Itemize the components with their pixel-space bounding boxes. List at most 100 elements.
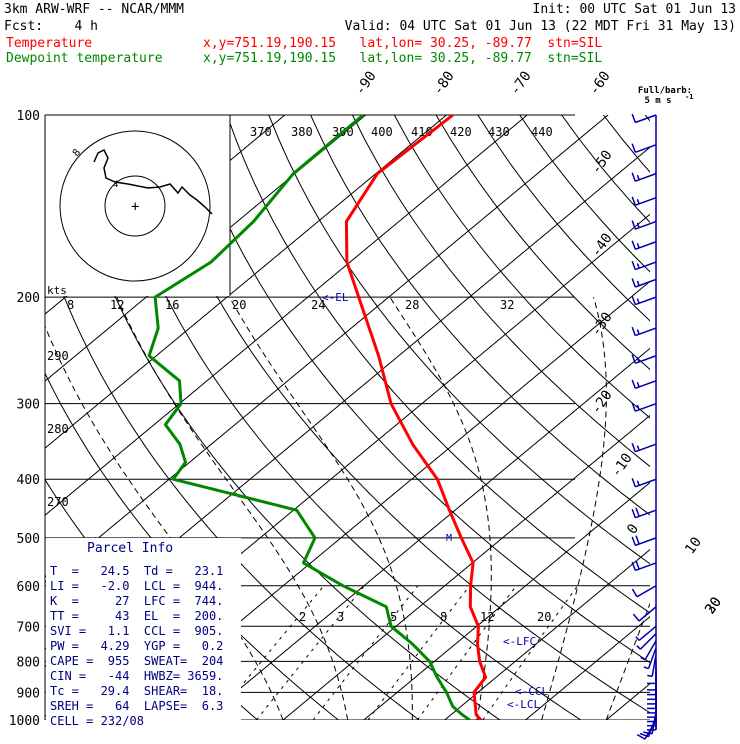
mixing-ratio-label: 20: [537, 610, 551, 624]
temperature-legend-label: Temperature: [6, 36, 92, 51]
dry-adiabat-line: [603, 115, 740, 720]
mixing-ratio-label: 2: [299, 610, 306, 624]
theta-label: 280: [47, 422, 69, 436]
wind-barb-half-feather: [637, 481, 639, 486]
hodograph-unit-label: kts: [47, 284, 67, 297]
wind-barb-half-feather: [637, 382, 639, 387]
wind-key: Full/barb: 5 m s -1: [638, 86, 694, 106]
wind-barb-feather: [632, 537, 635, 546]
isotherm-label: -60: [586, 68, 614, 98]
wind-barb: [632, 197, 656, 205]
init-time: Init: 00 UTC Sat 01 Jun 13: [533, 2, 737, 17]
wind-barb-feather: [636, 561, 639, 570]
wind-barb-feather: [632, 478, 635, 487]
dry-adiabat-line: [645, 115, 740, 720]
parcel-info-title: Parcel Info: [87, 541, 173, 556]
isotherm-label: -20: [588, 387, 616, 417]
wind-barb-shaft: [640, 634, 656, 650]
wind-barb-half-feather: [637, 243, 639, 248]
ccl-annotation: <-CCL: [515, 685, 548, 698]
pressure-label: 900: [17, 686, 40, 701]
isotherm-label: 0: [624, 521, 642, 537]
wind-barb: [632, 478, 656, 487]
wind-barb-half-feather: [637, 330, 639, 335]
wind-barb: [647, 677, 656, 699]
el-annotation: <-EL: [322, 291, 349, 304]
lcl-annotation: <-LCL: [507, 698, 540, 711]
mixing-ratio-label: 3: [337, 610, 344, 624]
wind-barb-feather: [632, 589, 637, 597]
isotherm-label: -50: [588, 147, 616, 177]
theta-label: 270: [47, 495, 69, 509]
wind-barb-feather: [632, 296, 635, 304]
moist-adiabat-line: [606, 297, 740, 720]
parcel-info-row: CELL = 232/08: [50, 714, 144, 728]
parcel-annotations: <-EL M <-LFC <-CCL <-LCL: [322, 291, 548, 711]
wind-barb: [641, 641, 656, 660]
pressure-label: 100: [17, 109, 40, 124]
wind-barb: [632, 173, 656, 182]
temperature-legend-info: x,y=751.19,190.15 lat,lon= 30.25, -89.77…: [203, 36, 602, 51]
mixing-ratio-line: [257, 586, 365, 720]
parcel-info-panel: Parcel Info T = 24.5 Td = 23.1 LI = -2.0…: [46, 538, 241, 728]
isotherm-line: [364, 115, 740, 720]
parcel-info-row: TT = 43 EL = 200.: [50, 609, 223, 623]
wind-barb: [632, 114, 656, 122]
wind-barb-half-feather: [637, 299, 639, 304]
wind-barb-half-feather: [637, 281, 639, 286]
dry-adiabat-line: [478, 115, 740, 720]
wind-barb: [632, 586, 656, 597]
isotherm-label: 10: [682, 534, 705, 557]
isotherm-label: -90: [352, 68, 380, 98]
wind-barb: [632, 355, 656, 364]
wind-barb-half-feather: [637, 446, 639, 451]
isotherm-label: -40: [588, 230, 616, 260]
parcel-info-row: SREH = 64 LAPSE= 6.3: [50, 699, 223, 713]
isotherm-line: [202, 115, 740, 720]
mixing-ratio-line: [313, 586, 418, 720]
hodograph-speed-label: 28: [405, 298, 419, 312]
parcel-info-row: Tc = 29.4 SHEAR= 18.: [50, 684, 223, 698]
wind-barb: [632, 380, 656, 388]
hodograph-center-mark: +: [131, 199, 139, 215]
parcel-info-row: CAPE = 955 SWEAT= 204: [50, 654, 223, 668]
wind-barb: [632, 536, 656, 546]
wind-barb-half-feather: [637, 405, 639, 410]
lfc-annotation: <-LFC: [503, 635, 536, 648]
moist-adiabat-line: [542, 297, 607, 720]
parcel-info-row: CIN = -44 HWBZ= 3659.: [50, 669, 223, 683]
theta-label: 380: [291, 125, 313, 139]
wind-barb: [647, 668, 656, 690]
wind-barb-feather: [632, 509, 635, 517]
isotherm-line: [283, 115, 740, 720]
parcel-info-row: LI = -2.0 LCL = 944.: [50, 579, 223, 593]
wind-barb: [647, 695, 656, 717]
dewpoint-legend-info: x,y=751.19,190.15 lat,lon= 30.25, -89.77…: [203, 51, 602, 66]
hodograph-speed-label: 8: [67, 298, 74, 312]
wind-barb-half-feather: [644, 667, 649, 669]
mixing-ratio-label: 8: [440, 610, 447, 624]
parcel-info-row: T = 24.5 Td = 23.1: [50, 564, 223, 578]
wind-barb-feather: [632, 173, 635, 182]
wind-barb-half-feather: [647, 676, 652, 677]
parcel-info-row: K = 27 LFC = 744.: [50, 594, 223, 608]
theta-label: 290: [47, 349, 69, 363]
wind-barb-feather: [632, 241, 635, 250]
wind-key-value: 5 m s: [644, 96, 671, 106]
wind-barb-feather: [632, 279, 635, 288]
dry-adiabat-line: [311, 115, 740, 720]
wind-barb-half-feather: [637, 264, 639, 269]
wind-barb: [632, 443, 656, 452]
theta-label: 370: [250, 125, 272, 139]
wind-barb: [632, 221, 656, 230]
parcel-info-row: SVI = 1.1 CCL = 905.: [50, 624, 223, 638]
hodograph-speed-label: 16: [165, 298, 179, 312]
pressure-label: 500: [17, 532, 40, 547]
forecast-hour: Fcst: 4 h: [4, 19, 98, 34]
wind-barb-half-feather: [637, 199, 639, 204]
wind-barb-shaft: [639, 626, 656, 640]
theta-label: 400: [371, 125, 393, 139]
isotherm-label: -70: [507, 68, 535, 98]
theta-label: 430: [488, 125, 510, 139]
